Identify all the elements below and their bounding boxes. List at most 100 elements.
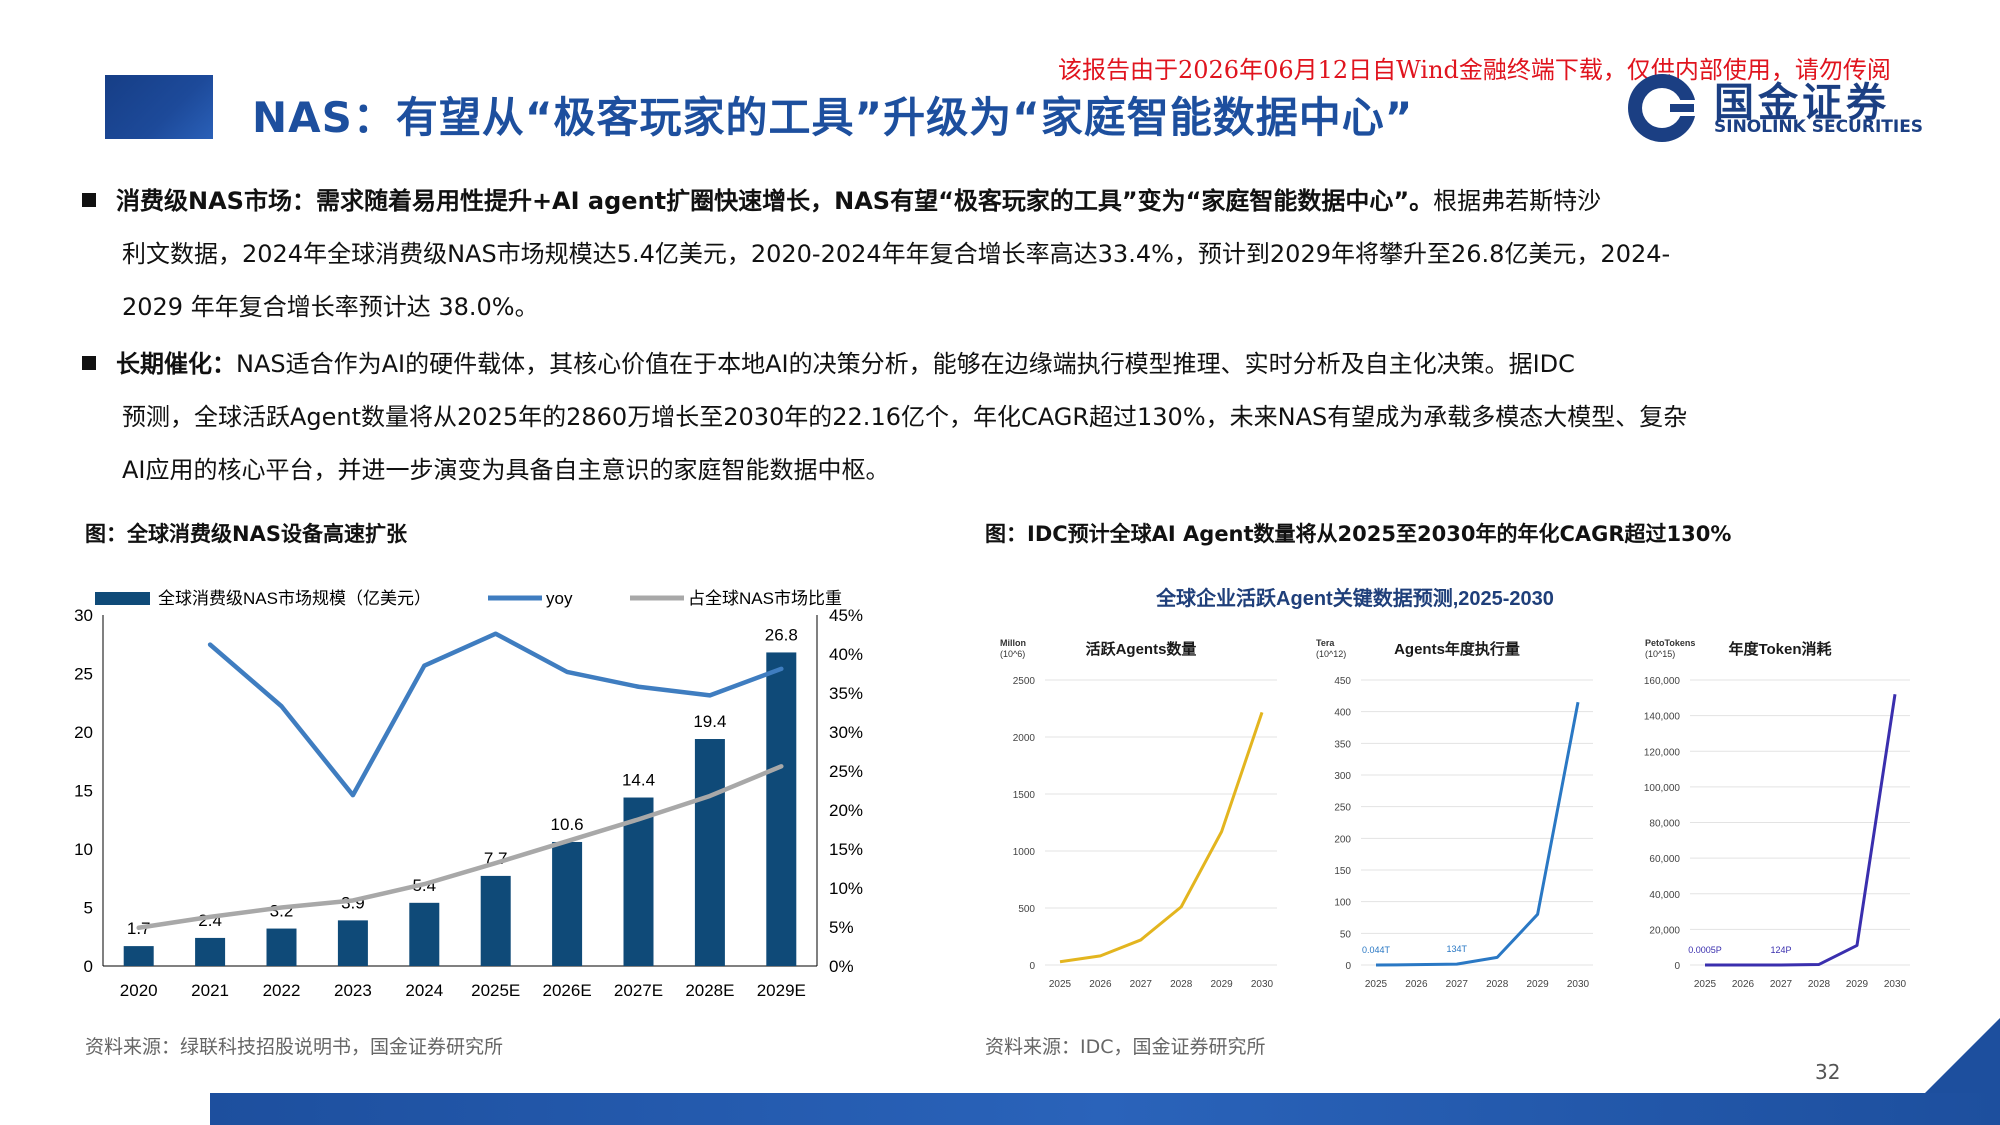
bullet-square-icon	[82, 356, 96, 370]
bar	[266, 928, 297, 966]
left-figure-caption: 图：全球消费级NAS设备高速扩张	[85, 522, 407, 546]
panel-y-tick-label: 200	[1334, 834, 1351, 845]
panel-y-tick-label: 40,000	[1649, 890, 1680, 901]
panel-y-tick-label: 60,000	[1649, 854, 1680, 865]
panel-y-tick-label: 160,000	[1644, 676, 1681, 687]
panel-x-tick-label: 2027	[1130, 979, 1153, 990]
panel-x-tick-label: 2026	[1089, 979, 1112, 990]
panel-y-tick-label: 0	[1029, 961, 1035, 972]
panel-y-tick-label: 1000	[1013, 847, 1036, 858]
bullet-text-line: 2029 年年复合增长率预计达 38.0%。	[122, 293, 539, 321]
panel-y-tick-label: 100	[1334, 898, 1351, 909]
bar-data-label: 3.2	[270, 902, 294, 921]
panel-y-tick-label: 350	[1334, 739, 1351, 750]
left-axis-tick-label: 25	[74, 665, 93, 684]
x-axis-tick-label: 2027E	[614, 981, 663, 1000]
idc-agent-forecast-chart: 全球企业活跃Agent关键数据预测,2025-2030 Millon(10^6) 活…	[1000, 586, 1910, 990]
x-axis-tick-label: 2022	[263, 981, 301, 1000]
bar	[552, 841, 583, 966]
panel-title: Agents年度执行量	[1394, 640, 1520, 658]
panel-x-tick-label: 2029	[1210, 979, 1233, 990]
panel-y-tick-label: 250	[1334, 803, 1351, 814]
right-axis-tick-label: 20%	[829, 801, 863, 820]
panel-x-tick-label: 2029	[1846, 979, 1869, 990]
right-axis-tick-label: 25%	[829, 762, 863, 781]
bullet-text: NAS适合作为AI的硬件载体，其核心价值在于本地AI的决策分析，能够在边缘端执行…	[236, 350, 1575, 378]
panel-y-tick-label: 400	[1334, 708, 1351, 719]
footer-corner-accent	[1925, 1018, 2000, 1093]
x-axis-tick-label: 2025E	[471, 981, 520, 1000]
panel-y-tick-label: 100,000	[1644, 783, 1681, 794]
right-axis-tick-label: 45%	[829, 606, 863, 625]
panel-x-tick-label: 2030	[1884, 979, 1907, 990]
left-axis-tick-label: 10	[74, 840, 93, 859]
panel-x-tick-label: 2028	[1170, 979, 1193, 990]
panel-unit-sub: (10^15)	[1645, 649, 1675, 659]
left-figure-source: 资料来源：绿联科技招股说明书，国金证券研究所	[85, 1036, 504, 1058]
panel-x-tick-label: 2025	[1365, 979, 1388, 990]
right-axis-tick-label: 30%	[829, 723, 863, 742]
panel-series-line	[1704, 694, 1897, 967]
panel-x-tick-label: 2029	[1526, 979, 1549, 990]
right-figure-caption: 图：IDC预计全球AI Agent数量将从2025至2030年的年化CAGR超过…	[985, 522, 1732, 546]
left-axis-tick-label: 15	[74, 782, 93, 801]
panel-y-tick-label: 2500	[1013, 676, 1036, 687]
bar-data-label: 19.4	[693, 712, 726, 731]
footer-bar	[210, 1093, 2000, 1125]
company-logo: 国金证券 SINOLINK SECURITIES	[1622, 70, 1952, 146]
bar	[694, 739, 725, 966]
panel-unit-label: Tera	[1316, 638, 1335, 648]
panel-unit-label: PetoTokens	[1645, 638, 1695, 648]
x-axis-tick-label: 2028E	[685, 981, 734, 1000]
panel-y-tick-label: 1500	[1013, 790, 1036, 801]
panel-x-tick-label: 2027	[1770, 979, 1793, 990]
bullet-lead: 消费级NAS市场：需求随着易用性提升+AI agent扩圈快速增长，NAS有望“…	[116, 187, 1434, 215]
header-accent-block	[105, 75, 213, 139]
right-figure-source: 资料来源：IDC，国金证券研究所	[985, 1036, 1266, 1058]
bullet-long-term: 长期催化：NAS适合作为AI的硬件载体，其核心价值在于本地AI的决策分析，能够在…	[82, 338, 1902, 497]
panel-x-tick-label: 2030	[1251, 979, 1274, 990]
bullet-square-icon	[82, 193, 96, 207]
bar	[337, 920, 368, 966]
x-axis-tick-label: 2023	[334, 981, 372, 1000]
panel-y-tick-label: 300	[1334, 771, 1351, 782]
bullet-consumer-nas: 消费级NAS市场：需求随着易用性提升+AI agent扩圈快速增长，NAS有望“…	[82, 175, 1902, 334]
panel-x-tick-label: 2030	[1567, 979, 1590, 990]
right-axis-tick-label: 15%	[829, 840, 863, 859]
panel-y-tick-label: 500	[1018, 904, 1035, 915]
panel-series-line	[1375, 701, 1580, 967]
logo-chinese-name: 国金证券	[1714, 80, 1890, 126]
bar	[480, 875, 511, 966]
panel-unit-label: Millon	[1000, 638, 1026, 648]
panel-unit-sub: (10^6)	[1000, 649, 1025, 659]
panel-y-tick-label: 150	[1334, 866, 1351, 877]
bar	[409, 902, 440, 966]
panel-annotation: 134T	[1447, 944, 1468, 954]
panel-x-tick-label: 2028	[1808, 979, 1831, 990]
legend-label: 全球消费级NAS市场规模（亿美元）	[158, 589, 431, 608]
bullet-text-line: 利文数据，2024年全球消费级NAS市场规模达5.4亿美元，2020-2024年…	[122, 240, 1671, 268]
x-axis-tick-label: 2024	[405, 981, 443, 1000]
panel-y-tick-label: 50	[1340, 929, 1352, 940]
panel-y-tick-label: 2000	[1013, 733, 1036, 744]
panel-unit-sub: (10^12)	[1316, 649, 1346, 659]
legend-swatch-bar	[95, 592, 150, 605]
panel-main-title: 全球企业活跃Agent关键数据预测,2025-2030	[1155, 586, 1554, 610]
panel-annotation: 124P	[1770, 945, 1791, 955]
panel-y-tick-label: 450	[1334, 676, 1351, 687]
download-watermark: 该报告由于2026年06月12日自Wind金融终端下载，仅供内部使用，请勿传阅	[1058, 56, 1891, 84]
right-axis-tick-label: 35%	[829, 684, 863, 703]
nas-market-chart: 0 5 10 15 20 25 30 0% 5% 10% 15% 20% 25% 30% 35% 40% 45%…	[74, 589, 863, 1000]
bar	[623, 797, 654, 966]
bar-data-label: 10.6	[551, 815, 584, 834]
panel-x-tick-label: 2027	[1446, 979, 1469, 990]
panel-x-tick-label: 2028	[1486, 979, 1509, 990]
bullet-text: 根据弗若斯特沙	[1433, 187, 1602, 215]
bullet-lead: 长期催化：	[116, 350, 236, 378]
panel-y-tick-label: 20,000	[1649, 925, 1680, 936]
bar	[123, 946, 154, 966]
legend-label: yoy	[546, 589, 573, 608]
panel-x-tick-label: 2026	[1732, 979, 1755, 990]
legend-label: 占全球NAS市场比重	[688, 589, 842, 608]
x-axis-tick-label: 2026E	[543, 981, 592, 1000]
